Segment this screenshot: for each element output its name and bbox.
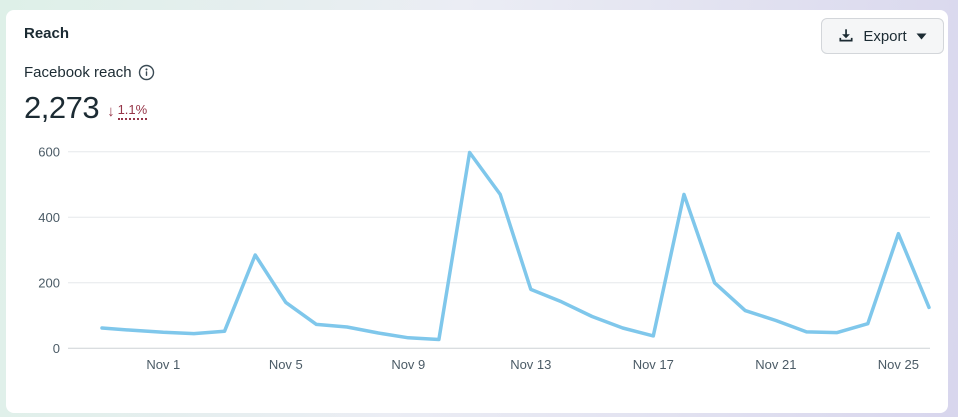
download-icon [838,28,854,44]
metric-label: Facebook reach [24,64,132,81]
trend-indicator: ↓ 1.1% [107,102,148,125]
page-title: Reach [24,25,70,42]
export-button-label: Export [863,27,907,45]
info-icon[interactable] [138,64,155,81]
chevron-down-icon [916,33,927,40]
reach-card: Reach Export Facebook reach 2,273 [6,10,948,413]
trend-down-arrow-icon: ↓ [107,102,115,120]
metric-value: 2,273 [24,90,100,125]
trend-percentage[interactable]: 1.1% [117,102,148,120]
export-button[interactable]: Export [821,18,944,54]
